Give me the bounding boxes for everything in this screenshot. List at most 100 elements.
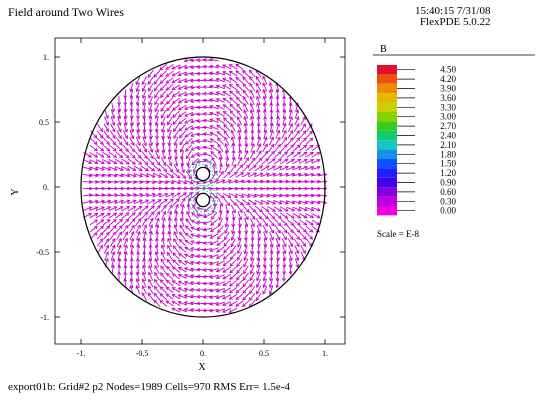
field-arrow — [228, 286, 238, 294]
field-arrow — [216, 239, 225, 246]
field-arrow — [173, 143, 178, 154]
field-arrow — [161, 129, 166, 140]
field-arrow — [304, 165, 315, 171]
field-arrow — [215, 274, 225, 279]
field-arrow — [249, 157, 256, 166]
field-arrow — [274, 218, 282, 227]
field-arrow — [183, 287, 194, 292]
field-arrow — [304, 179, 315, 184]
field-arrow — [305, 232, 314, 240]
field-arrow — [228, 293, 238, 300]
field-arrow — [256, 129, 261, 139]
field-arrow — [178, 192, 187, 199]
field-arrow — [202, 118, 213, 123]
field-arrow — [222, 301, 232, 307]
field-arrow — [210, 144, 219, 152]
field-arrow — [128, 218, 136, 227]
field-arrow — [160, 244, 166, 254]
field-arrow — [95, 206, 105, 211]
field-arrow — [114, 173, 125, 178]
field-arrow — [89, 206, 99, 211]
field-arrow — [262, 75, 268, 85]
field-arrow — [149, 136, 154, 147]
field-arrow — [222, 252, 231, 260]
field-arrow — [82, 180, 93, 184]
field-arrow — [190, 132, 200, 137]
field-arrow — [235, 70, 244, 77]
field-arrow — [173, 164, 179, 173]
field-arrow — [236, 272, 243, 281]
field-arrow — [215, 91, 225, 97]
field-arrow — [215, 260, 225, 266]
field-arrow — [286, 151, 295, 158]
field-arrow — [211, 211, 218, 220]
field-arrow — [209, 125, 219, 130]
field-arrow — [235, 193, 245, 198]
field-arrow — [242, 83, 250, 91]
field-arrow — [222, 91, 231, 97]
field-arrow — [282, 245, 287, 255]
field-arrow — [135, 218, 142, 227]
field-arrow — [243, 265, 249, 275]
field-arrow — [178, 117, 187, 125]
field-arrow — [154, 251, 159, 261]
field-arrow — [148, 224, 154, 234]
field-arrow — [127, 173, 137, 178]
field-arrow — [293, 232, 300, 241]
strong-field-ring — [193, 164, 213, 184]
field-arrow — [250, 218, 255, 228]
field-arrow — [102, 219, 111, 226]
field-arrow — [160, 251, 166, 261]
y-tick-label: -1. — [40, 313, 49, 322]
field-arrow — [179, 137, 186, 146]
field-arrow — [202, 227, 213, 232]
field-arrow — [269, 244, 274, 255]
field-arrow — [255, 211, 263, 220]
legend-level: 1.80 — [440, 149, 456, 159]
field-arrow — [129, 237, 135, 248]
field-arrow — [172, 171, 181, 179]
field-arrow — [135, 96, 140, 106]
field-arrow — [279, 165, 289, 171]
legend-swatch — [377, 206, 397, 216]
field-arrow — [230, 231, 236, 241]
field-arrow — [178, 245, 187, 253]
field-arrow — [299, 137, 307, 145]
field-arrow — [133, 165, 143, 171]
field-arrow — [243, 244, 248, 255]
field-arrow — [242, 76, 250, 84]
field-arrow — [177, 294, 187, 299]
field-arrow — [256, 258, 261, 269]
field-arrow — [235, 286, 244, 294]
field-arrow — [269, 231, 274, 241]
field-arrow — [243, 149, 249, 160]
field-arrow — [159, 192, 169, 198]
field-arrow — [121, 199, 131, 205]
field-arrow — [215, 267, 225, 273]
field-arrow — [123, 116, 128, 127]
field-arrow — [153, 165, 162, 172]
field-arrow — [294, 245, 300, 255]
field-arrow — [280, 212, 289, 219]
field-arrow — [276, 251, 280, 262]
field-arrow — [133, 173, 144, 178]
field-arrow — [171, 90, 181, 97]
field-arrow — [209, 111, 219, 117]
field-arrow — [146, 172, 156, 178]
field-arrow — [172, 245, 180, 254]
field-arrow — [281, 231, 287, 241]
field-arrow — [121, 218, 130, 226]
field-arrow — [285, 200, 296, 205]
x-tick-label: 1. — [322, 349, 328, 358]
field-arrow — [216, 232, 225, 240]
field-arrow — [172, 259, 180, 267]
field-arrow — [230, 245, 237, 254]
field-arrow — [223, 238, 231, 247]
field-arrow — [202, 125, 213, 130]
field-arrow — [262, 218, 269, 227]
field-arrow — [179, 171, 187, 179]
field-arrow — [96, 144, 105, 152]
field-arrow — [267, 150, 275, 159]
field-arrow — [103, 244, 109, 254]
field-arrow — [95, 159, 105, 165]
